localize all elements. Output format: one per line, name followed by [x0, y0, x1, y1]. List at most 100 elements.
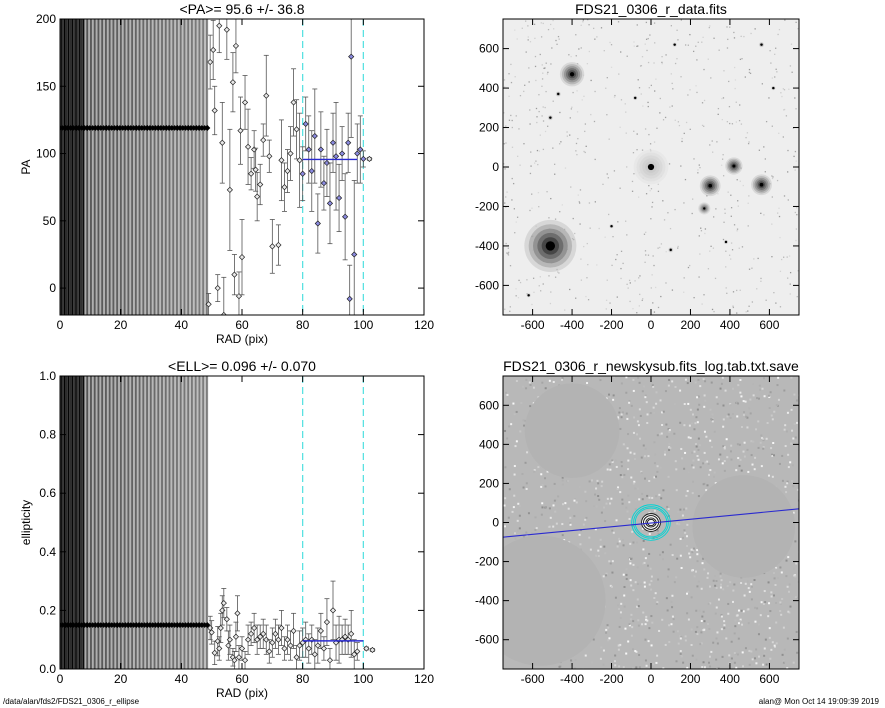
noise-pixel: [555, 498, 558, 501]
noise-pixel: [540, 473, 543, 476]
noise-pixel: [687, 436, 690, 439]
noise-pixel: [542, 120, 545, 122]
noise-pixel: [567, 479, 570, 482]
noise-pixel: [687, 402, 690, 405]
noise-pixel: [723, 221, 725, 223]
noise-pixel: [784, 424, 787, 427]
noise-pixel: [588, 24, 590, 26]
noise-pixel: [701, 41, 703, 43]
noise-pixel: [564, 167, 567, 169]
noise-pixel: [580, 47, 582, 49]
noise-pixel: [723, 624, 726, 627]
noise-pixel: [599, 657, 602, 660]
noise-pixel: [592, 505, 595, 508]
noise-pixel: [730, 194, 732, 196]
noise-pixel: [744, 400, 747, 403]
noise-pixel: [548, 275, 550, 277]
noise-pixel: [735, 401, 738, 404]
noise-pixel: [745, 136, 747, 139]
noise-pixel: [574, 659, 577, 662]
noise-pixel: [775, 621, 778, 624]
noise-pixel: [534, 516, 537, 519]
noise-pixel: [752, 394, 755, 397]
noise-pixel: [796, 488, 799, 491]
data-point: [266, 153, 273, 160]
noise-pixel: [513, 413, 516, 416]
noise-pixel: [561, 204, 563, 206]
noise-pixel: [607, 393, 610, 396]
x-axis-label: RAD (pix): [216, 686, 268, 700]
noise-pixel: [770, 648, 773, 651]
isophote-ellipse: [631, 504, 671, 541]
noise-pixel: [676, 557, 679, 560]
y-tick-label: -600: [475, 633, 499, 647]
data-point: [281, 645, 288, 652]
noise-pixel: [749, 398, 752, 401]
noise-pixel: [649, 412, 652, 415]
noise-pixel: [669, 447, 672, 450]
noise-pixel: [673, 581, 676, 584]
noise-pixel: [542, 106, 544, 108]
noise-pixel: [607, 639, 610, 642]
noise-pixel: [517, 502, 520, 505]
noise-pixel: [780, 258, 783, 261]
y-tick-label: 0: [492, 160, 499, 174]
noise-pixel: [527, 25, 529, 27]
noise-pixel: [599, 538, 602, 541]
noise-pixel: [715, 208, 717, 210]
noise-pixel: [592, 638, 595, 641]
noise-pixel: [775, 601, 778, 604]
noise-pixel: [723, 620, 726, 623]
noise-pixel: [726, 26, 728, 28]
noise-pixel: [793, 422, 796, 425]
data-point: [360, 155, 367, 163]
noise-pixel: [595, 487, 598, 490]
noise-pixel: [646, 494, 649, 497]
noise-pixel: [637, 424, 640, 427]
noise-pixel: [640, 470, 643, 473]
noise-pixel: [757, 633, 760, 636]
noise-pixel: [695, 445, 698, 448]
noise-pixel: [680, 447, 683, 450]
noise-pixel: [512, 506, 515, 509]
noise-pixel: [621, 502, 624, 505]
noise-pixel: [511, 119, 513, 122]
star-core: [527, 294, 530, 297]
noise-pixel: [771, 177, 774, 180]
data-point: [293, 126, 300, 133]
noise-pixel: [700, 619, 703, 622]
noise-pixel: [698, 235, 700, 237]
noise-pixel: [788, 255, 791, 257]
noise-pixel: [591, 661, 594, 664]
y-tick-label: 600: [479, 398, 499, 412]
noise-pixel: [680, 566, 683, 569]
noise-pixel: [782, 88, 785, 90]
noise-pixel: [686, 666, 689, 669]
noise-pixel: [744, 647, 747, 650]
noise-pixel: [674, 62, 677, 65]
noise-pixel: [625, 220, 627, 222]
noise-pixel: [740, 395, 743, 398]
noise-pixel: [716, 642, 719, 645]
noise-pixel: [737, 200, 739, 202]
plot-title: FDS21_0306_r_newskysub.fits_log.tab.txt.…: [503, 358, 799, 374]
noise-pixel: [686, 612, 689, 615]
noise-pixel: [674, 460, 677, 463]
noise-pixel: [739, 379, 742, 382]
noise-pixel: [618, 73, 620, 75]
noise-pixel: [529, 41, 532, 43]
noise-pixel: [529, 109, 531, 111]
noise-pixel: [637, 376, 640, 379]
noise-pixel: [724, 212, 726, 214]
noise-pixel: [671, 606, 674, 609]
noise-pixel: [662, 489, 665, 492]
noise-pixel: [530, 532, 533, 535]
noise-pixel: [787, 199, 789, 201]
noise-pixel: [573, 515, 576, 518]
noise-pixel: [525, 378, 528, 381]
noise-pixel: [525, 20, 527, 22]
noise-pixel: [659, 112, 661, 114]
noise-pixel: [670, 623, 673, 626]
noise-pixel: [694, 422, 697, 425]
noise-pixel: [601, 480, 604, 483]
